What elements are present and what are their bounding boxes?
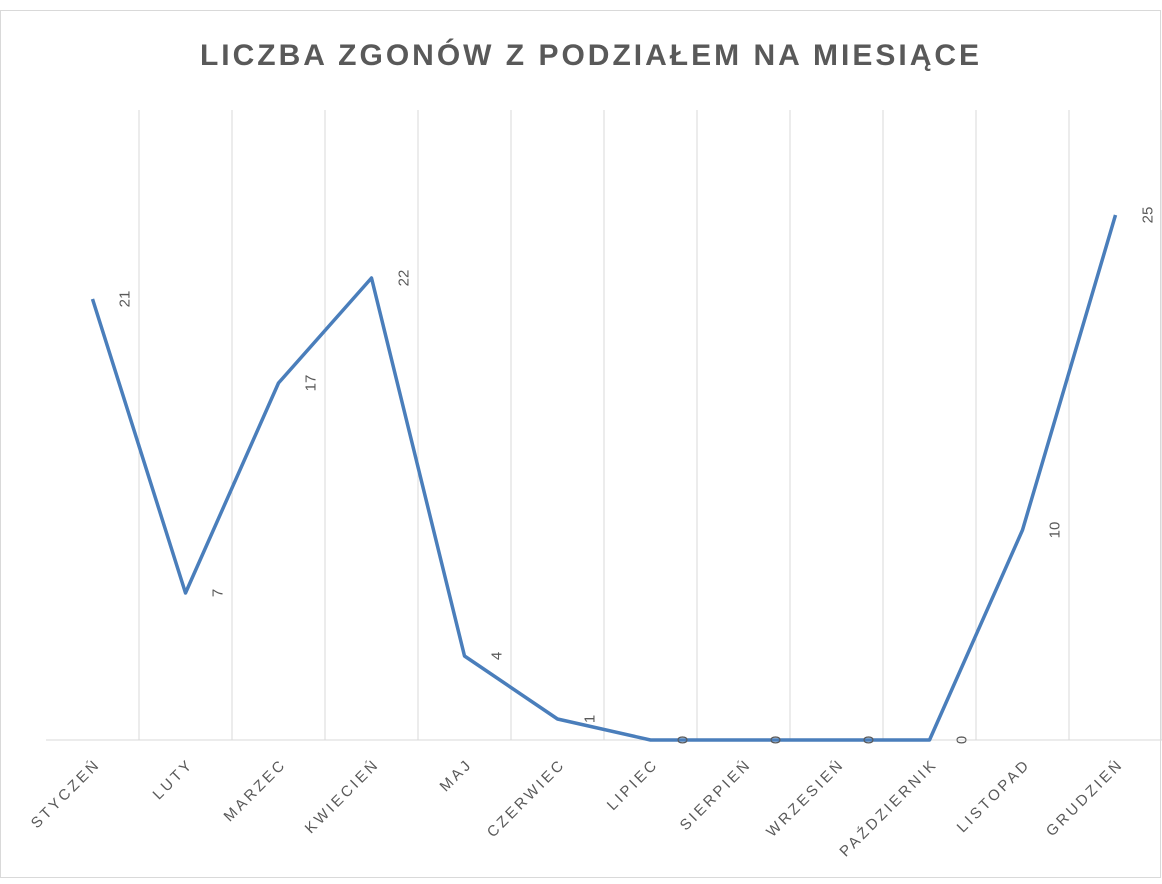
data-label: 4 xyxy=(488,652,505,660)
data-label: 25 xyxy=(1139,207,1156,224)
chart-title: LICZBA ZGONÓW Z PODZIAŁEM NA MIESIĄCE xyxy=(200,38,982,72)
data-line xyxy=(90,214,1118,742)
data-label: 22 xyxy=(395,270,412,287)
data-label: 0 xyxy=(953,736,970,744)
data-label: 17 xyxy=(302,375,319,392)
data-label: 0 xyxy=(767,736,784,744)
data-label: 1 xyxy=(581,715,598,723)
data-label: 0 xyxy=(674,736,691,744)
data-label: 0 xyxy=(860,736,877,744)
data-label: 21 xyxy=(116,291,133,308)
data-label: 7 xyxy=(209,589,226,597)
chart-border xyxy=(0,10,1161,878)
data-label: 10 xyxy=(1046,522,1063,539)
